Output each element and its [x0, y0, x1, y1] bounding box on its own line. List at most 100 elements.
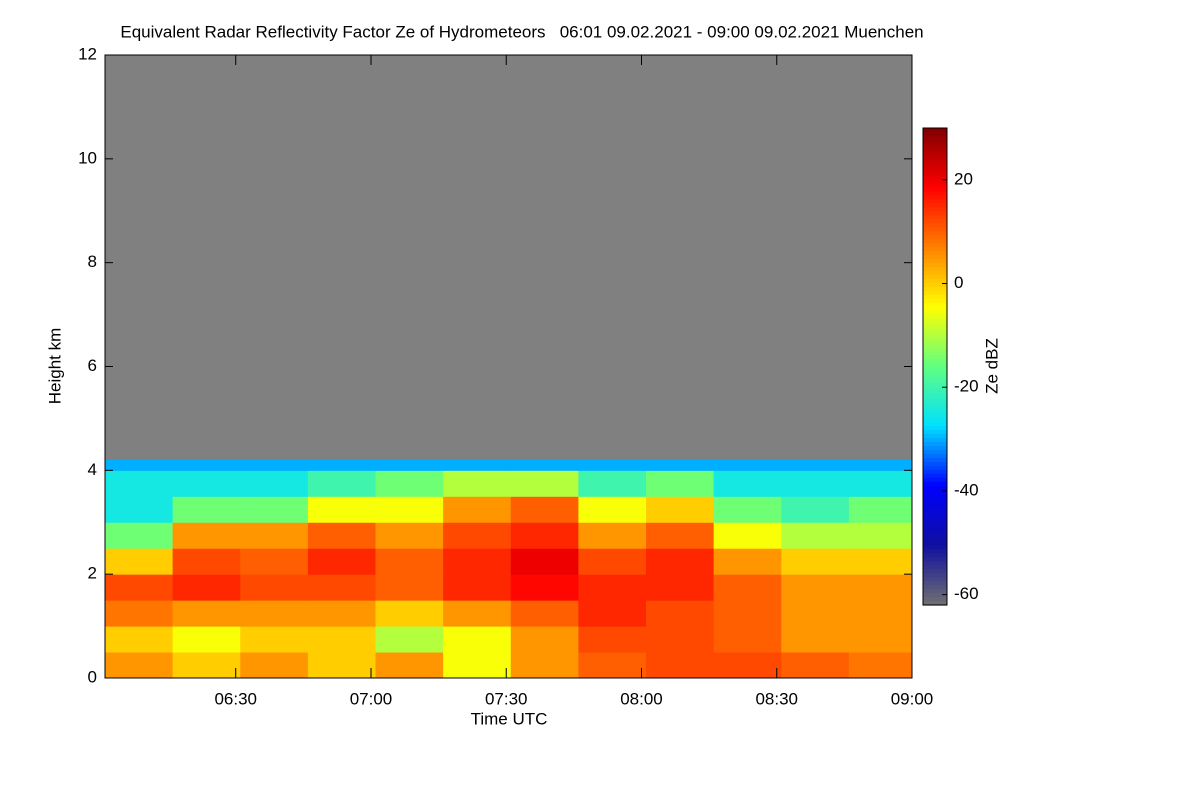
y-tick-label: 4	[88, 460, 97, 479]
colorbar-swatch	[923, 310, 947, 316]
heatmap-cell	[375, 548, 444, 575]
colorbar-swatch	[923, 386, 947, 391]
colorbar-swatch	[923, 279, 947, 284]
heatmap-cell	[848, 600, 913, 627]
colorbar-swatch	[923, 398, 947, 403]
heatmap-cell	[172, 496, 241, 523]
colorbar-swatch	[923, 565, 947, 570]
heatmap-cell	[781, 496, 850, 523]
colorbar-swatch	[923, 581, 947, 586]
colorbar-swatch	[923, 183, 947, 189]
x-tick-label: 07:00	[350, 689, 393, 708]
heatmap-cell	[578, 574, 647, 601]
colorbar-swatch	[923, 267, 947, 272]
colorbar-swatch	[923, 493, 947, 499]
heatmap-cell	[172, 600, 241, 627]
heatmap-cell	[781, 652, 850, 679]
colorbar-swatch	[923, 553, 947, 558]
heatmap-cell	[240, 652, 309, 679]
heatmap-cell	[172, 470, 241, 497]
colorbar-swatch	[923, 167, 947, 173]
heatmap-cell	[240, 470, 309, 497]
heatmap-cell	[240, 496, 309, 523]
heatmap-cell	[172, 459, 241, 471]
heatmap-cell	[307, 548, 377, 575]
colorbar-tick-label: -40	[954, 480, 979, 499]
heatmap-cell	[105, 626, 174, 653]
colorbar-swatch	[923, 549, 947, 554]
heatmap-cell	[646, 496, 715, 523]
colorbar-swatch	[923, 203, 947, 209]
heatmap-cell	[713, 522, 782, 549]
colorbar-tick-label: -60	[954, 584, 979, 603]
colorbar-swatch	[923, 589, 947, 594]
heatmap-cell	[105, 459, 174, 471]
colorbar-swatch	[923, 481, 947, 487]
heatmap-cell	[443, 626, 512, 653]
colorbar-swatch	[923, 227, 947, 232]
colorbar-swatch	[923, 318, 947, 324]
colorbar-swatch	[923, 394, 947, 399]
colorbar-swatch	[923, 322, 947, 328]
colorbar-tick-label: 20	[954, 169, 973, 188]
heatmap-cell	[443, 470, 512, 497]
heatmap-cell	[375, 470, 444, 497]
colorbar-frame	[922, 127, 948, 606]
colorbar-swatch	[923, 593, 947, 598]
colorbar-swatch	[923, 390, 947, 395]
colorbar-swatch	[923, 362, 947, 368]
heatmap-cell	[510, 522, 579, 549]
colorbar-swatch	[923, 541, 947, 546]
colorbar-swatch	[923, 191, 947, 197]
heatmap-cell	[510, 470, 579, 497]
colorbar-swatch	[923, 207, 947, 213]
colorbar-swatch	[923, 334, 947, 340]
heatmap-cell	[848, 459, 913, 471]
heatmap-cell	[307, 470, 377, 497]
heatmap-cell	[443, 652, 512, 679]
heatmap-cell	[443, 459, 512, 471]
colorbar-label: Ze dBZ	[982, 338, 1001, 394]
colorbar-swatch	[923, 505, 947, 511]
heatmap-cell	[848, 522, 913, 549]
heatmap-cell	[240, 459, 309, 471]
colorbar-swatch	[923, 545, 947, 550]
colorbar-swatch	[923, 163, 947, 169]
heatmap-cell	[848, 548, 913, 575]
colorbar-swatch	[923, 131, 947, 137]
heatmap-cell	[375, 522, 444, 549]
colorbar-swatch	[923, 187, 947, 193]
colorbar-swatch	[923, 247, 947, 252]
heatmap-cell	[646, 548, 715, 575]
heatmap-cell	[240, 548, 309, 575]
colorbar-swatch	[923, 577, 947, 582]
colorbar-swatch	[923, 354, 947, 360]
y-tick-label: 2	[88, 564, 97, 583]
heatmap-cell	[713, 470, 782, 497]
colorbar-swatch	[923, 223, 947, 228]
heatmap-cell	[307, 652, 377, 679]
colorbar-swatch	[923, 370, 947, 376]
heatmap-cell	[172, 548, 241, 575]
heatmap-cell	[443, 600, 512, 627]
heatmap-cell	[578, 548, 647, 575]
colorbar-swatch	[923, 275, 947, 280]
colorbar-swatch	[923, 438, 947, 443]
colorbar-swatch	[923, 597, 947, 602]
colorbar-swatch	[923, 414, 947, 419]
colorbar-swatch	[923, 366, 947, 372]
heatmap-cell	[713, 496, 782, 523]
heatmap-cell	[646, 470, 715, 497]
heatmap-cell	[510, 548, 579, 575]
colorbar-swatch	[923, 434, 947, 439]
heatmap-cell	[646, 626, 715, 653]
x-tick-label: 09:00	[891, 689, 934, 708]
heatmap-cell	[172, 522, 241, 549]
chart-title: Equivalent Radar Reflectivity Factor Ze …	[120, 22, 923, 41]
heatmap-cell	[848, 496, 913, 523]
colorbar-swatch	[923, 151, 947, 157]
heatmap-cell	[646, 522, 715, 549]
colorbar-swatch	[923, 501, 947, 507]
colorbar-swatch	[923, 449, 947, 455]
